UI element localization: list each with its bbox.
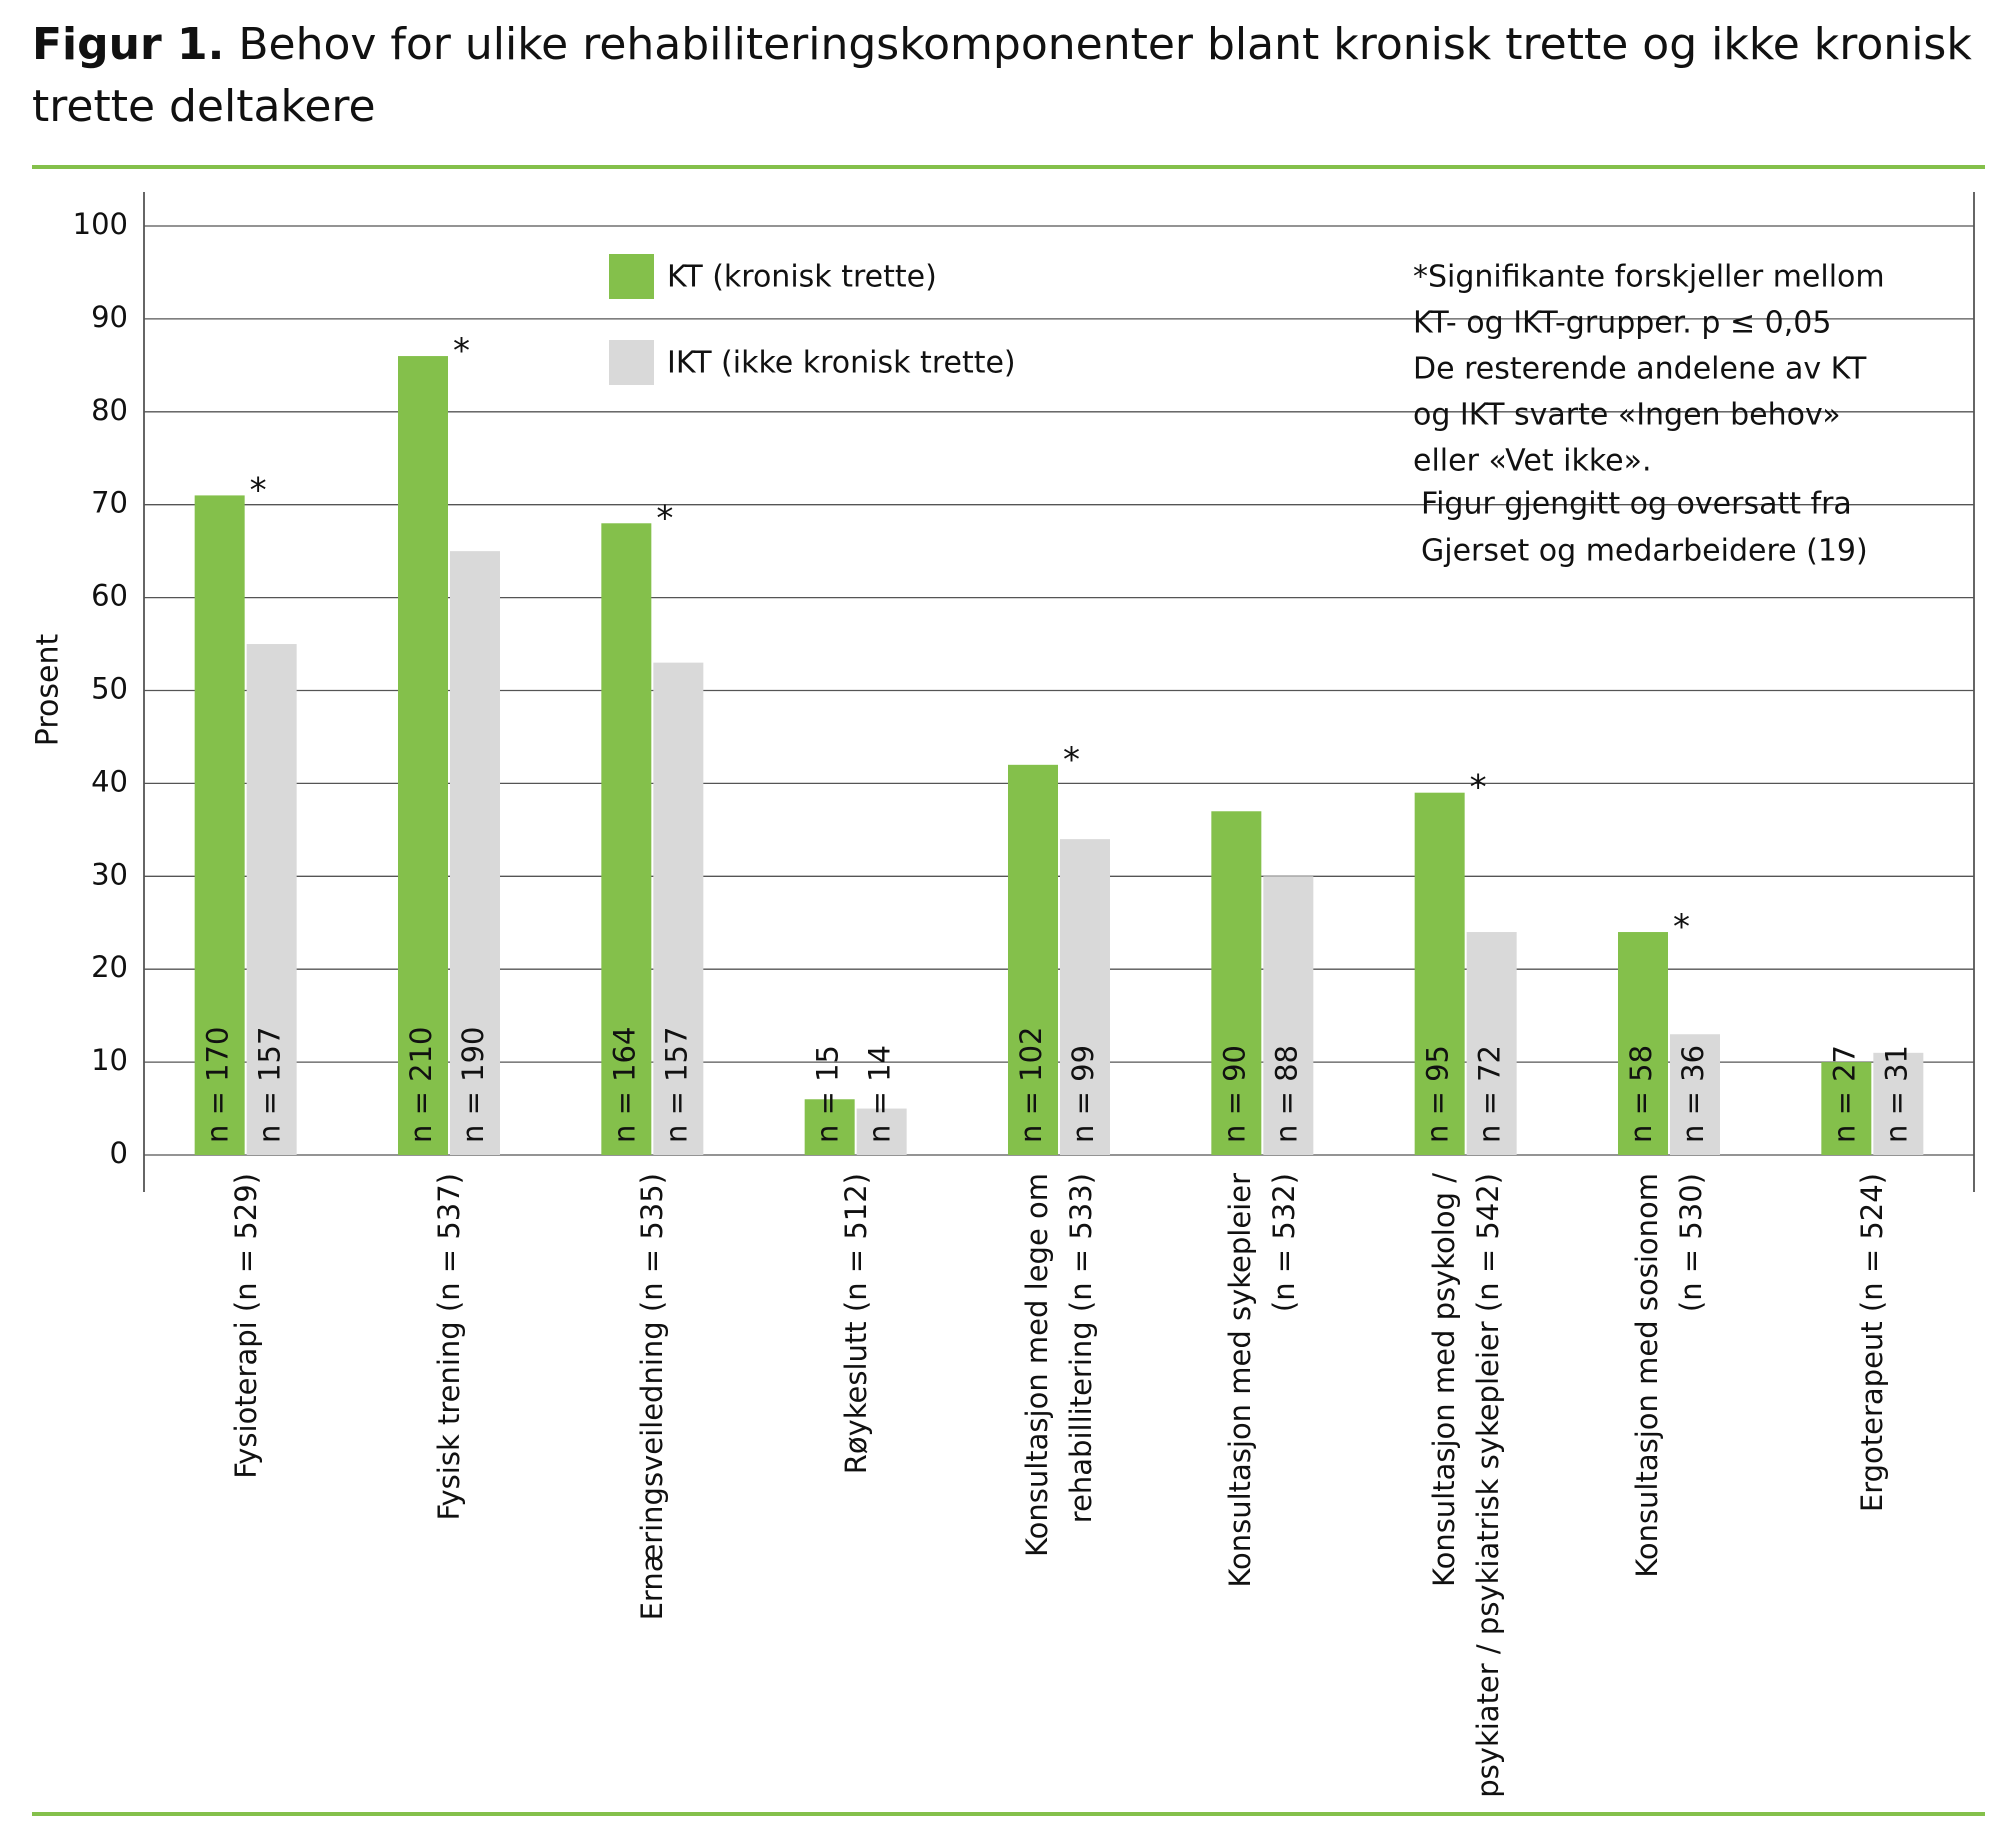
- bar: [1414, 792, 1465, 1155]
- note-line: og IKT svarte «Ingen behov»: [1413, 398, 1841, 433]
- x-tick-label: Konsultasjon med lege om rehabillitering…: [1020, 1173, 1098, 1557]
- bar: [398, 356, 448, 1155]
- n-label: n = 190: [456, 1027, 490, 1143]
- legend-label: KT (kronisk trette): [667, 260, 937, 295]
- x-tick-label: Konsultasjon med sykepleier (n = 532): [1223, 1173, 1302, 1588]
- bar: [804, 1099, 855, 1155]
- note-line: De resterende andelene av KT: [1413, 352, 1867, 387]
- n-label: n = 27: [1827, 1045, 1861, 1143]
- n-label: n = 210: [404, 1027, 438, 1143]
- n-label: n = 72: [1473, 1045, 1507, 1143]
- bar: [1008, 764, 1058, 1155]
- legend-label: IKT (ikke kronisk trette): [667, 346, 1016, 381]
- y-tick-label: 60: [91, 579, 128, 613]
- n-label: n = 58: [1624, 1045, 1658, 1143]
- n-label: n = 102: [1014, 1027, 1048, 1143]
- significance-marker: *: [250, 470, 267, 510]
- x-tick-label: Røykeslutt (n = 512): [838, 1173, 873, 1475]
- x-tick-label: Konsultasjon med psykolog / psykiater / …: [1426, 1173, 1505, 1798]
- y-tick-label: 70: [91, 486, 128, 520]
- y-tick-label: 0: [110, 1136, 128, 1170]
- n-label: n = 157: [253, 1027, 287, 1143]
- bar: [1821, 1062, 1872, 1155]
- y-tick-label: 80: [91, 393, 128, 427]
- bar: [1263, 876, 1314, 1155]
- y-tick-label: 20: [91, 950, 128, 984]
- bar: [1211, 811, 1262, 1155]
- n-label: n = 164: [607, 1027, 641, 1143]
- y-tick-label: 90: [91, 300, 128, 334]
- bar: [1670, 1034, 1720, 1155]
- n-label: n = 90: [1217, 1045, 1251, 1143]
- x-tick-label: Fysioterapi (n = 529): [228, 1173, 263, 1479]
- title-prefix: Figur 1.: [32, 19, 225, 70]
- y-axis-label: Prosent: [31, 634, 66, 747]
- note-line: *Signifikante forskjeller mellom: [1413, 260, 1885, 295]
- n-label: n = 31: [1879, 1045, 1913, 1143]
- legend-swatch: [609, 254, 654, 299]
- bar: [1873, 1052, 1924, 1155]
- y-tick-label: 100: [73, 207, 128, 241]
- chart-title: Behov for ulike rehabiliteringskomponent…: [32, 19, 1972, 132]
- bar: [246, 644, 297, 1155]
- title-block: Figur 1. Behov for ulike rehabiliterings…: [32, 14, 1972, 138]
- n-label: n = 15: [811, 1045, 845, 1143]
- bar: [1466, 932, 1517, 1155]
- n-label: n = 95: [1421, 1045, 1455, 1143]
- n-label: n = 99: [1066, 1045, 1100, 1143]
- bar: [653, 662, 704, 1155]
- n-label: n = 157: [659, 1027, 693, 1143]
- bar: [856, 1108, 907, 1155]
- significance-marker: *: [656, 498, 673, 538]
- x-tick-label: Konsultasjon med sosionom (n = 530): [1630, 1173, 1708, 1578]
- n-label: n = 170: [201, 1027, 235, 1143]
- y-tick-label: 10: [91, 1043, 128, 1077]
- significance-marker: *: [1470, 768, 1487, 808]
- source-line: Gjerset og medarbeidere (19): [1421, 534, 1868, 569]
- significance-marker: *: [1673, 907, 1690, 947]
- source-line: Figur gjengitt og oversatt fra: [1421, 487, 1852, 522]
- significance-marker: *: [1063, 740, 1080, 780]
- bar: [1618, 932, 1668, 1155]
- y-tick-label: 40: [91, 764, 128, 798]
- x-tick-label: Ernæringsveiledning (n = 535): [635, 1173, 670, 1621]
- bar: [1060, 839, 1110, 1155]
- n-label: n = 14: [863, 1045, 897, 1143]
- n-label: n = 36: [1676, 1045, 1710, 1143]
- note-line: eller «Vet ikke».: [1413, 444, 1651, 479]
- x-tick-label: Fysisk trening (n = 537): [432, 1173, 466, 1521]
- significance-marker: *: [453, 331, 470, 371]
- bar: [194, 495, 245, 1155]
- y-tick-label: 30: [91, 857, 128, 891]
- note-line: KT- og IKT-grupper. p ≤ 0,05: [1413, 306, 1831, 341]
- n-label: n = 88: [1269, 1045, 1303, 1143]
- y-tick-label: 50: [91, 672, 128, 706]
- legend-swatch: [609, 340, 654, 385]
- x-tick-label: Ergoterapeut (n = 524): [1855, 1173, 1890, 1513]
- bar: [450, 551, 500, 1155]
- bar: [601, 523, 652, 1155]
